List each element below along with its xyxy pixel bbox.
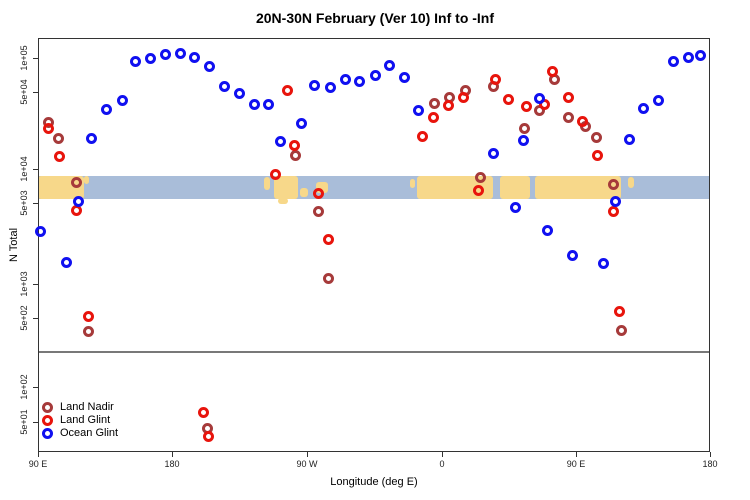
x-axis-tick: [710, 452, 711, 457]
y-axis-tick-label: 5e+04: [19, 79, 29, 105]
x-axis-tick-label: 180: [702, 459, 718, 469]
y-axis-tick-label: 1e+05: [19, 45, 29, 71]
legend-label: Land Nadir: [60, 401, 114, 413]
y-axis-tick-label: 1e+03: [19, 271, 29, 297]
y-axis-tick-label: 5e+02: [19, 305, 29, 331]
legend: Land Nadir Land Glint Ocean Glint: [42, 401, 118, 440]
x-axis-tick: [442, 452, 443, 457]
x-axis-tick-label: 90 E: [566, 459, 586, 469]
x-axis-tick-label: 180: [164, 459, 180, 469]
y-axis-tick-label: 1e+02: [19, 374, 29, 400]
x-axis-tick-label: 90 W: [296, 459, 318, 469]
legend-marker-icon: [42, 428, 53, 439]
legend-label: Land Glint: [60, 414, 111, 426]
x-axis-tick-label: 90 E: [28, 459, 48, 469]
plot-border: [38, 38, 710, 452]
x-axis-tick: [38, 452, 39, 457]
legend-item: Land Nadir: [42, 401, 118, 414]
y-axis-title: N Total: [8, 227, 20, 263]
x-axis-title: Longitude (deg E): [330, 476, 418, 488]
y-axis-tick-label: 5e+03: [19, 190, 29, 216]
legend-item: Ocean Glint: [42, 427, 118, 440]
legend-label: Ocean Glint: [60, 427, 119, 439]
x-axis-tick: [307, 452, 308, 457]
legend-marker-icon: [42, 415, 53, 426]
x-axis-tick-label: 0: [439, 459, 445, 469]
x-axis-tick: [172, 452, 173, 457]
y-axis-tick-label: 5e+01: [19, 409, 29, 435]
legend-marker-icon: [42, 402, 53, 413]
x-axis-tick: [576, 452, 577, 457]
chart-title: 20N-30N February (Ver 10) Inf to -Inf: [255, 10, 495, 26]
legend-item: Land Glint: [42, 414, 118, 427]
y-axis-tick-label: 1e+04: [19, 156, 29, 182]
